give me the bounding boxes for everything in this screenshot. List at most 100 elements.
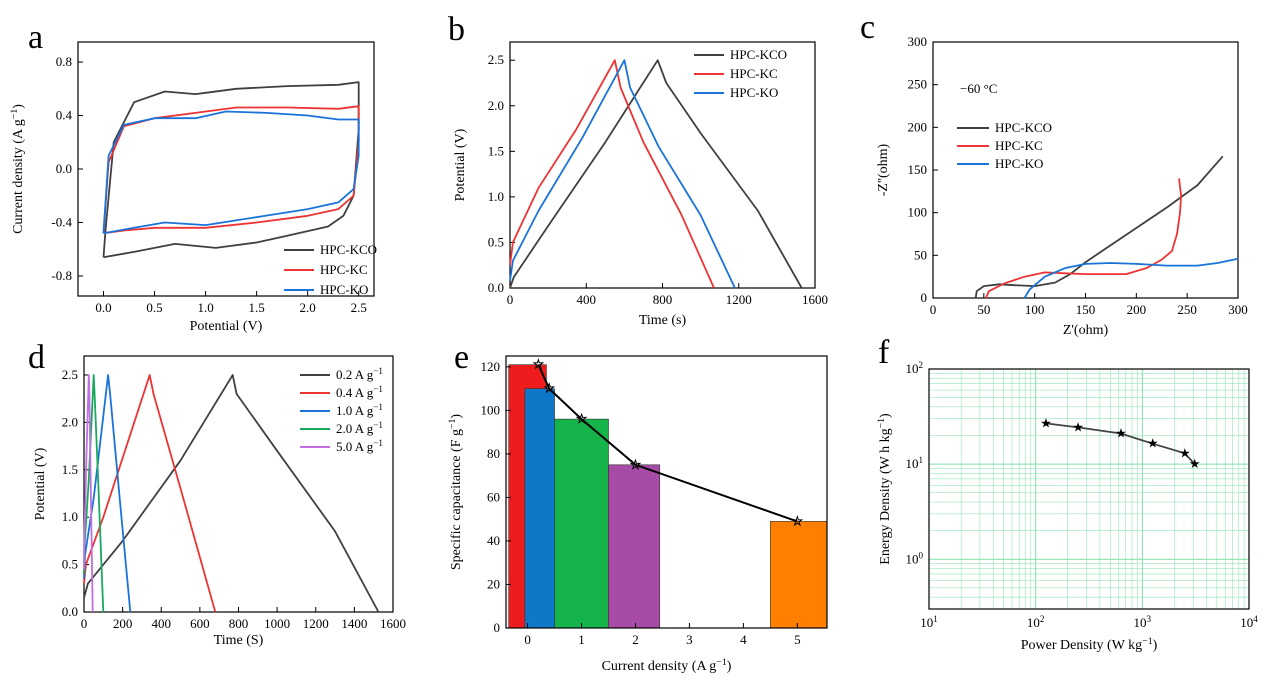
a-x-axis-label: Potential (V)	[190, 319, 263, 334]
c-x-axis-label: Z'(ohm)	[1063, 323, 1109, 338]
b-legend-label-1: HPC-KC	[730, 66, 778, 81]
e-ytick-label: 60	[487, 489, 500, 504]
a-plot-frame	[77, 41, 375, 297]
e-ytick-label: 80	[487, 446, 500, 461]
b-ytick-label: 2.0	[488, 98, 504, 113]
e-xtick-label: 5	[794, 632, 801, 647]
e-star-marker-4: ☆	[791, 513, 803, 528]
d-x-axis-label: Time (S)	[214, 633, 264, 648]
e-xtick-label: 4	[740, 632, 747, 647]
f-xtick-label: 103	[1134, 614, 1152, 630]
d-legend-label-0: 0.2 A g−1	[336, 366, 383, 382]
e-ytick-label: 0	[494, 620, 501, 635]
a-series-line-1	[102, 105, 360, 235]
f-ytick-label: 102	[905, 360, 923, 376]
e-x-axis-label: Current density (A g−1)	[602, 657, 732, 675]
d-xtick-label: 1200	[303, 616, 329, 631]
a-legend-label-1: HPC-KC	[320, 262, 368, 277]
d-series-line-0	[83, 374, 380, 613]
a-legend-label-0: HPC-KCO	[320, 242, 377, 257]
e-star-marker-1: ☆	[543, 381, 555, 396]
e-trend-line	[537, 364, 798, 523]
e-plot-frame	[505, 355, 828, 629]
f-plot-frame	[928, 368, 1250, 610]
c-temperature-annotation: −60 °C	[960, 81, 997, 96]
b-series-line-0	[509, 59, 803, 289]
c-ytick-label: 100	[908, 205, 928, 220]
f-star-marker-1: ★	[1072, 419, 1084, 434]
f-x-axis-label: Power Density (W kg−1)	[1021, 636, 1158, 654]
f-xtick-label: 104	[1240, 614, 1258, 630]
f-ragone-line	[1045, 422, 1196, 465]
b-x-axis-label: Time (s)	[639, 313, 687, 328]
c-xtick-label: 200	[1127, 302, 1147, 317]
panel-letter-d: d	[28, 339, 45, 376]
d-ytick-label: 0.0	[62, 604, 78, 619]
c-ytick-label: 50	[914, 247, 927, 262]
e-y-axis-label: Specific capacitance (F g−1)	[447, 414, 465, 571]
c-legend-label-0: HPC-KCO	[995, 120, 1052, 135]
a-ytick-label: 0.8	[56, 54, 72, 69]
e-ytick-label: 120	[481, 359, 501, 374]
b-ytick-label: 0.5	[488, 234, 504, 249]
f-star-marker-0: ★	[1040, 415, 1052, 430]
a-y-axis-label: Current density (A g−1)	[9, 104, 27, 234]
b-ytick-label: 1.5	[488, 143, 504, 158]
d-ytick-label: 1.5	[62, 462, 78, 477]
c-y-axis-label: -Z''(ohm)	[876, 143, 891, 196]
b-legend-label-2: HPC-KO	[730, 85, 778, 100]
e-xtick-label: 2	[632, 632, 639, 647]
b-xtick-label: 1200	[726, 292, 752, 307]
e-star-marker-0: ☆	[533, 357, 545, 372]
f-star-marker-5: ★	[1189, 456, 1201, 471]
e-bar-1	[524, 388, 555, 629]
f-xtick-label: 102	[1027, 614, 1045, 630]
d-legend-label-3: 2.0 A g−1	[336, 420, 383, 436]
f-xtick-label: 101	[920, 614, 938, 630]
f-y-axis-label: Energy Density (W h kg−1)	[876, 413, 894, 565]
e-bar-4	[770, 521, 828, 629]
a-legend-label-2: HPC-KO	[320, 282, 368, 297]
b-xtick-label: 0	[507, 292, 514, 307]
d-series-line-1	[83, 374, 217, 613]
c-ytick-label: 150	[908, 162, 928, 177]
d-xtick-label: 200	[113, 616, 133, 631]
c-ytick-label: 250	[908, 77, 928, 92]
panel-letter-e: e	[454, 339, 469, 376]
a-xtick-label: 0.0	[95, 300, 111, 315]
a-series-line-0	[102, 81, 360, 259]
e-bar-2	[554, 418, 609, 629]
b-series-line-2	[509, 59, 736, 289]
c-series-line-0	[974, 155, 1224, 299]
c-legend-label-1: HPC-KC	[995, 138, 1043, 153]
e-star-marker-3: ☆	[630, 457, 642, 472]
c-series-line-2	[1023, 257, 1239, 299]
a-ytick-label: 0.4	[56, 108, 73, 123]
panel-letter-a: a	[28, 19, 43, 56]
d-xtick-label: 1600	[380, 616, 406, 631]
d-ytick-label: 1.0	[62, 509, 78, 524]
b-ytick-label: 2.5	[488, 52, 504, 67]
e-ytick-label: 100	[481, 402, 501, 417]
d-legend-label-2: 1.0 A g−1	[336, 402, 383, 418]
e-xtick-label: 0	[524, 632, 531, 647]
e-xtick-label: 3	[686, 632, 693, 647]
e-xtick-label: 1	[578, 632, 585, 647]
c-ytick-label: 300	[908, 34, 928, 49]
f-ytick-label: 101	[905, 455, 923, 471]
d-ytick-label: 2.5	[62, 367, 78, 382]
a-xtick-label: 1.0	[197, 300, 213, 315]
e-ytick-label: 40	[487, 533, 500, 548]
f-star-marker-2: ★	[1115, 425, 1127, 440]
b-xtick-label: 400	[577, 292, 597, 307]
c-xtick-label: 0	[930, 302, 937, 317]
d-ytick-label: 2.0	[62, 414, 78, 429]
d-xtick-label: 1000	[264, 616, 290, 631]
c-legend-label-2: HPC-KO	[995, 156, 1043, 171]
d-series-line-4	[83, 374, 94, 613]
a-xtick-label: 0.5	[146, 300, 162, 315]
b-xtick-label: 1600	[802, 292, 828, 307]
a-ytick-label: -0.4	[51, 214, 72, 229]
f-star-marker-3: ★	[1147, 436, 1159, 451]
panel-letter-f: f	[878, 334, 890, 371]
